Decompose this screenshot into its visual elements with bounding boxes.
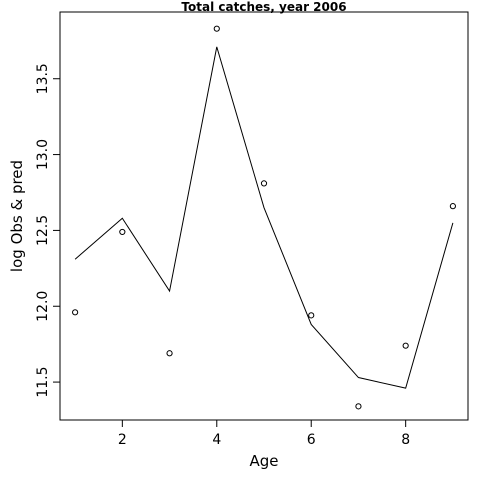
y-tick-label: 13.5 xyxy=(35,63,51,94)
y-axis-label: log Obs & pred xyxy=(8,160,26,272)
y-axis: 11.5 12.0 12.5 13.0 13.5 xyxy=(35,63,61,398)
observed-point xyxy=(355,403,362,410)
y-tick-label: 12.0 xyxy=(35,291,51,322)
x-axis: 2 4 6 8 xyxy=(118,419,410,448)
plot-frame xyxy=(59,11,469,421)
x-tick-label: 8 xyxy=(401,432,410,448)
predicted-line xyxy=(74,46,454,389)
observed-point xyxy=(72,309,79,316)
observed-point xyxy=(308,312,315,319)
observed-point xyxy=(449,203,456,210)
x-tick-label: 2 xyxy=(118,432,127,448)
x-tick-label: 6 xyxy=(307,432,316,448)
observed-point xyxy=(402,342,409,349)
observed-points xyxy=(72,25,456,410)
y-tick-label: 11.5 xyxy=(35,366,51,397)
y-tick-label: 13.0 xyxy=(35,139,51,170)
predicted-series-line xyxy=(74,46,454,389)
x-axis-label: Age xyxy=(249,452,278,470)
x-tick-label: 4 xyxy=(212,432,221,448)
observed-point xyxy=(119,228,126,236)
y-tick-label: 12.5 xyxy=(35,215,51,246)
observed-point xyxy=(166,350,173,357)
observed-point xyxy=(260,180,268,187)
observed-point xyxy=(213,25,220,32)
chart-title: Total catches, year 2006 xyxy=(181,0,346,14)
